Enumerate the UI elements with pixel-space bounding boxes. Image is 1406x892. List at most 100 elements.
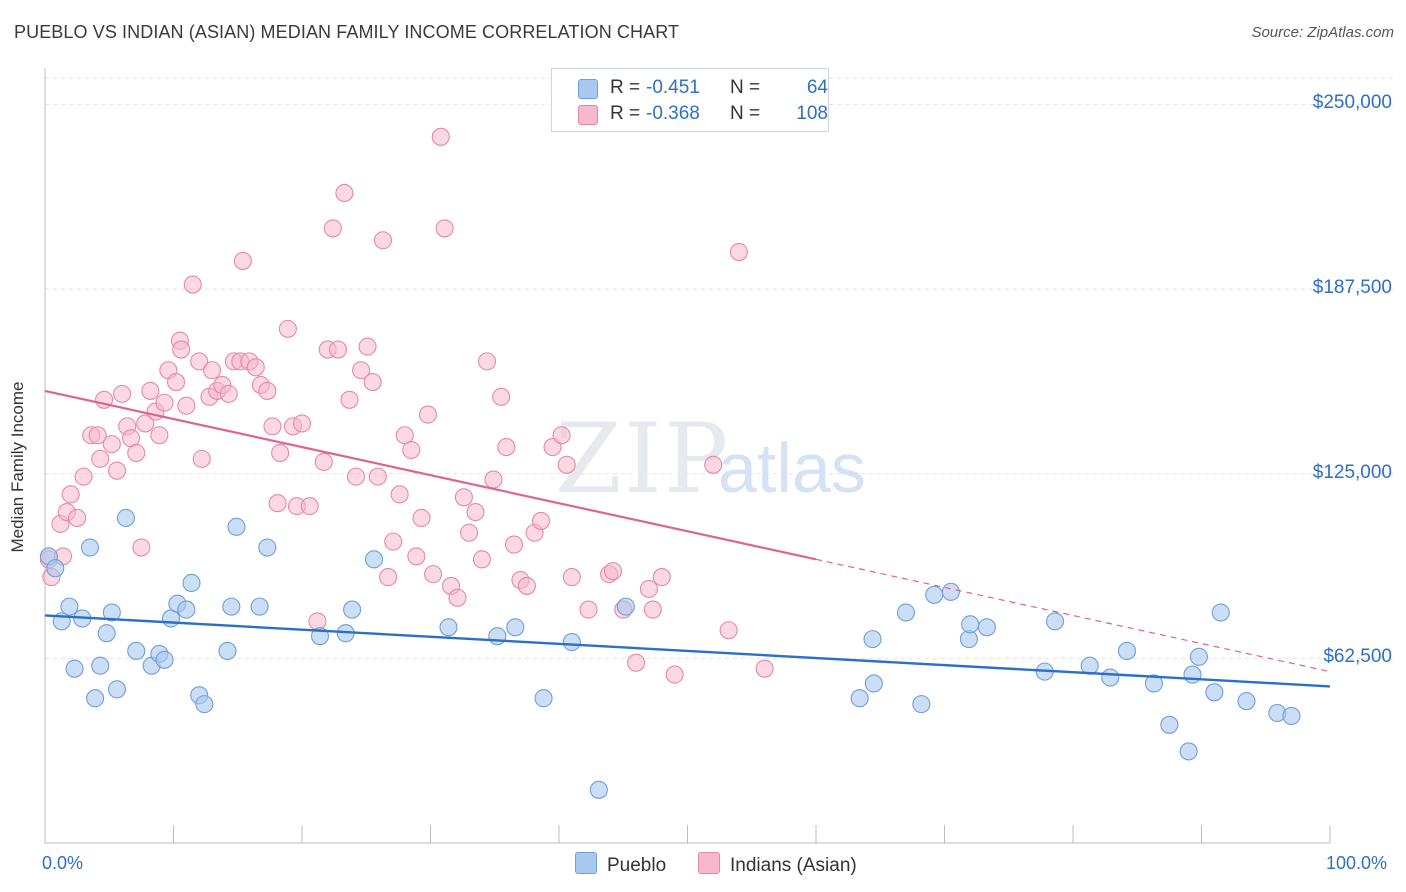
pueblo-point bbox=[1211, 603, 1230, 622]
indians-point bbox=[340, 390, 359, 409]
indians-point bbox=[132, 538, 151, 557]
pueblo-point bbox=[506, 618, 525, 637]
indians-point bbox=[531, 511, 551, 530]
pueblo-point bbox=[127, 641, 146, 660]
indians-point bbox=[492, 387, 511, 406]
legend-n-value: 108 bbox=[796, 103, 828, 124]
axes bbox=[44, 68, 1331, 844]
legend-r-label: R = bbox=[610, 103, 641, 124]
pueblo-point bbox=[102, 603, 121, 622]
pueblo-point bbox=[534, 689, 553, 708]
pueblo-point bbox=[925, 585, 944, 604]
legend-n-label: N = bbox=[730, 103, 761, 124]
indians-point bbox=[358, 337, 377, 356]
indians-point bbox=[177, 396, 196, 415]
pueblo-point bbox=[488, 627, 507, 646]
indians-point bbox=[150, 426, 169, 445]
pueblo-point bbox=[562, 633, 581, 652]
indians-point bbox=[627, 653, 646, 672]
legend-swatch-indians bbox=[578, 105, 598, 125]
pueblo-point bbox=[182, 573, 201, 593]
bottom-swatch-pueblo bbox=[575, 852, 597, 874]
indians-point bbox=[278, 319, 297, 338]
pueblo-point bbox=[86, 689, 105, 708]
indians-point bbox=[402, 440, 421, 460]
indians-point bbox=[652, 568, 671, 587]
chart-title: PUEBLO VS INDIAN (ASIAN) MEDIAN FAMILY I… bbox=[14, 22, 680, 42]
pueblo-point bbox=[1189, 647, 1208, 666]
indians-points bbox=[39, 127, 774, 684]
pueblo-point bbox=[91, 656, 110, 675]
indians-point bbox=[435, 219, 454, 238]
indians-point bbox=[74, 467, 93, 486]
indians-point bbox=[155, 393, 174, 412]
pueblo-point bbox=[177, 600, 196, 619]
pueblo-point bbox=[864, 674, 883, 693]
indians-point bbox=[271, 443, 290, 463]
pueblo-point bbox=[116, 508, 136, 528]
y-tick-label: $125,000 bbox=[1312, 461, 1392, 483]
indians-point bbox=[308, 612, 327, 631]
chart-source: Source: ZipAtlas.com bbox=[1251, 24, 1394, 41]
pueblo-point bbox=[961, 615, 980, 634]
pueblo-point bbox=[60, 597, 79, 616]
indians-point bbox=[407, 547, 426, 566]
indians-point bbox=[431, 127, 450, 146]
pueblo-point bbox=[155, 650, 174, 669]
indians-point bbox=[233, 251, 252, 270]
indians-point bbox=[390, 485, 409, 504]
indians-point bbox=[268, 494, 287, 513]
indians-point bbox=[379, 568, 398, 587]
pueblo-point bbox=[589, 780, 608, 799]
pueblo-point bbox=[439, 618, 458, 637]
pueblo-point bbox=[222, 597, 241, 616]
legend-swatch-pueblo bbox=[578, 79, 598, 99]
indians-point bbox=[497, 438, 516, 457]
indians-point bbox=[61, 485, 80, 504]
indians-point bbox=[368, 467, 387, 486]
indians-point bbox=[246, 358, 265, 377]
pueblo-point bbox=[195, 695, 214, 714]
pueblo-point bbox=[65, 659, 84, 678]
indians-point bbox=[183, 275, 202, 294]
x-tick-min: 0.0% bbox=[42, 853, 84, 873]
pueblo-point bbox=[97, 624, 116, 643]
indians-point bbox=[141, 381, 160, 400]
pueblo-point bbox=[941, 582, 960, 601]
indians-point bbox=[459, 523, 479, 542]
indians-point bbox=[363, 373, 382, 392]
pueblo-point bbox=[616, 597, 635, 616]
legend-r-value: -0.368 bbox=[646, 103, 700, 124]
pueblo-point bbox=[1045, 612, 1065, 631]
pueblo-point bbox=[850, 689, 869, 708]
indians-point bbox=[643, 600, 662, 619]
indians-point bbox=[192, 449, 211, 468]
indians-point bbox=[484, 470, 503, 489]
pueblo-point bbox=[227, 517, 246, 536]
indians-point bbox=[665, 665, 684, 684]
pueblo-point bbox=[1179, 742, 1198, 761]
pueblo-point bbox=[896, 603, 916, 622]
pueblo-point bbox=[250, 597, 269, 616]
indians-trend-extension bbox=[815, 558, 1331, 673]
indians-point bbox=[300, 497, 319, 516]
indians-point bbox=[729, 243, 748, 262]
indians-point bbox=[448, 588, 467, 607]
pueblo-point bbox=[343, 600, 362, 619]
indians-point bbox=[466, 503, 485, 522]
pueblo-point bbox=[46, 559, 65, 578]
indians-point bbox=[704, 455, 723, 474]
y-axis-label: Median Family Income bbox=[8, 381, 27, 553]
pueblo-point bbox=[1205, 683, 1224, 702]
indians-trend-line bbox=[44, 389, 817, 561]
pueblo-point bbox=[1237, 692, 1256, 711]
indians-point bbox=[335, 183, 354, 203]
indians-point bbox=[504, 535, 524, 554]
indians-point bbox=[412, 508, 431, 528]
pueblo-point bbox=[1117, 641, 1137, 660]
bottom-legend-label: Indians (Asian) bbox=[730, 855, 857, 876]
x-tick-max: 100.0% bbox=[1326, 853, 1388, 873]
trend-lines bbox=[44, 389, 1331, 688]
indians-point bbox=[172, 340, 191, 359]
indians-point bbox=[263, 417, 282, 436]
